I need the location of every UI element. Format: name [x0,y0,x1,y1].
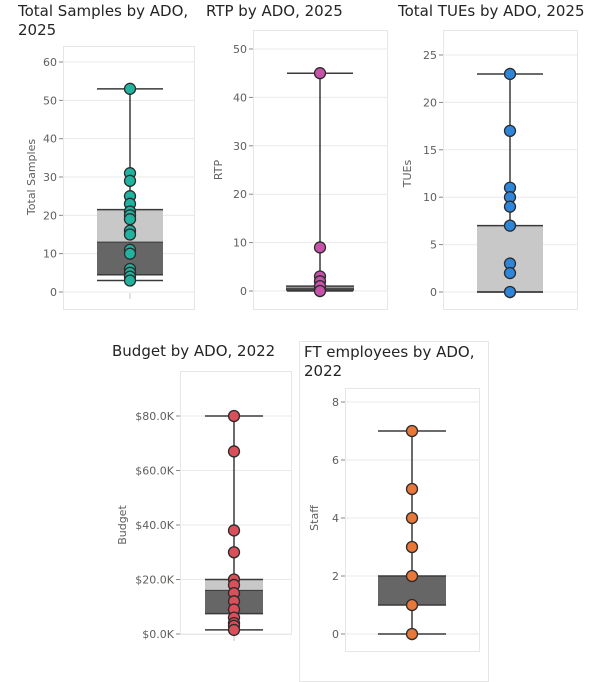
y-tick-label: 8 [332,396,339,409]
y-tick-label: 2 [332,570,339,583]
y-axis-label: TUEs [401,160,414,189]
y-tick-label: $0.0K [142,628,174,641]
data-point [405,598,419,612]
y-tick-label: 15 [423,144,437,157]
data-point [227,623,241,637]
data-point [227,546,241,559]
y-tick-label: 0 [430,286,437,299]
data-point [123,274,137,287]
y-tick-label: 0 [50,286,57,299]
data-point [503,67,517,81]
data-point [405,540,419,554]
y-tick-label: 10 [233,237,247,250]
data-point [313,284,327,298]
y-tick-label: $80.0K [135,410,174,423]
y-tick-label: 0 [240,285,247,298]
chart-title-staff: FT employees by ADO, 2022 [304,343,475,380]
y-tick-label: 4 [332,512,339,525]
y-tick-label: $60.0K [135,465,174,478]
y-tick-label: 40 [43,133,57,146]
chart-title-samples: Total Samples by ADO, 2025 [18,2,189,39]
chart-title-budget: Budget by ADO, 2022 [112,342,276,360]
y-tick-label: 50 [233,43,247,56]
y-axis-label: Staff [308,505,321,531]
data-point [227,445,241,458]
y-tick-label: 10 [423,191,437,204]
data-point [123,247,137,260]
data-point [313,67,327,80]
data-point [503,266,517,280]
data-point [405,424,419,438]
y-tick-label: 40 [233,91,247,104]
y-tick-label: 50 [43,94,57,107]
y-tick-label: 0 [332,628,339,641]
y-tick-label: 30 [233,140,247,153]
data-point [503,285,517,299]
data-point [313,241,327,254]
y-tick-label: 20 [233,188,247,201]
data-point [503,124,517,137]
data-point [405,482,419,496]
data-point [503,200,517,213]
chart-title-tues: Total TUEs by ADO, 2025 [398,2,585,20]
y-tick-label: 6 [332,454,339,467]
data-point [123,174,137,187]
chart-title-rtp: RTP by ADO, 2025 [206,2,343,20]
y-axis-label: Budget [116,505,129,545]
y-tick-label: $20.0K [135,574,174,587]
data-point [123,82,137,95]
data-point [227,409,241,423]
y-tick-label: 20 [43,209,57,222]
data-point [405,511,419,525]
y-tick-label: 25 [423,49,437,62]
y-tick-label: 5 [430,239,437,252]
data-point [405,569,419,583]
y-axis-label: Total Samples [25,139,38,216]
y-tick-label: 20 [423,96,437,109]
data-point [227,524,241,537]
data-point [503,219,517,232]
y-tick-label: $40.0K [135,519,174,532]
data-point [405,627,419,641]
data-point [123,228,137,241]
y-tick-label: 30 [43,171,57,184]
y-tick-label: 10 [43,248,57,261]
y-axis-label: RTP [212,160,225,181]
y-tick-label: 60 [43,56,57,69]
